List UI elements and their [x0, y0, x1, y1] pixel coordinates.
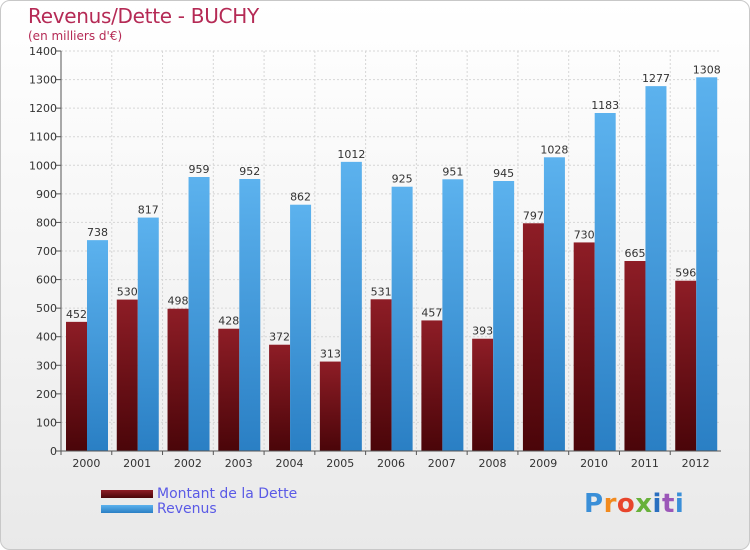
x-tick-label-2005: 2005	[326, 457, 354, 470]
x-tick-label-2007: 2007	[428, 457, 456, 470]
bar-debt-2000	[66, 321, 87, 451]
y-tick-label-300: 300	[36, 359, 57, 372]
bar-revenue-2006	[391, 186, 413, 451]
data-label-debt-2008: 393	[472, 325, 493, 338]
legend-swatch-revenue	[101, 504, 153, 513]
data-label-debt-2005: 313	[320, 348, 341, 361]
bar-debt-2006	[370, 299, 392, 451]
data-label-debt-2002: 498	[168, 295, 189, 308]
x-tick-label-2002: 2002	[174, 457, 202, 470]
chart-title: Revenus/Dette - BUCHY	[28, 4, 259, 28]
x-tick-label-2004: 2004	[275, 457, 303, 470]
bar-revenue-2000	[87, 240, 108, 451]
data-label-debt-2007: 457	[421, 306, 442, 319]
bar-debt-2003	[218, 328, 240, 451]
bar-debt-2009	[522, 223, 544, 451]
bar-debt-2004	[269, 344, 291, 451]
data-label-revenue-2006: 925	[392, 173, 413, 186]
data-label-revenue-2000: 738	[87, 226, 108, 239]
bar-revenue-2012	[696, 77, 718, 452]
data-label-debt-2012: 596	[675, 267, 696, 280]
bar-revenue-2011	[645, 86, 667, 452]
x-tick-label-2000: 2000	[72, 457, 100, 470]
data-label-revenue-2001: 817	[138, 204, 159, 217]
y-tick-label-100: 100	[36, 416, 57, 429]
data-label-debt-2001: 530	[117, 286, 138, 299]
data-label-revenue-2003: 952	[239, 165, 260, 178]
data-label-debt-2004: 372	[269, 331, 290, 344]
y-tick-label-1000: 1000	[29, 159, 57, 172]
y-tick-label-0: 0	[50, 445, 57, 458]
bar-revenue-2003	[239, 179, 261, 451]
y-tick-label-500: 500	[36, 302, 57, 315]
data-label-revenue-2010: 1183	[591, 99, 619, 112]
bar-revenue-2002	[188, 177, 210, 451]
x-tick-label-2001: 2001	[123, 457, 151, 470]
legend-item-revenue: Revenus	[101, 500, 297, 517]
y-tick-label-900: 900	[36, 188, 57, 201]
bar-debt-2011	[624, 261, 646, 451]
x-tick-label-2008: 2008	[479, 457, 507, 470]
x-tick-label-2003: 2003	[225, 457, 253, 470]
data-labels: 452 738 530 817 498 959 428 952 372 862 313 1012 531…	[66, 63, 721, 360]
legend-label-revenue: Revenus	[157, 500, 217, 517]
y-tick-label-1300: 1300	[29, 74, 57, 87]
bar-debt-2007	[421, 320, 443, 451]
data-label-debt-2011: 665	[624, 247, 645, 260]
data-label-revenue-2012: 1308	[693, 63, 721, 76]
bar-revenue-2010	[594, 113, 616, 451]
bar-revenue-2007	[442, 179, 464, 452]
data-label-debt-2006: 531	[371, 285, 392, 298]
chart-subtitle: (en milliers d'€)	[28, 29, 123, 43]
proxiti-logo: Proxiti	[584, 489, 685, 519]
data-label-revenue-2002: 959	[189, 163, 210, 176]
y-tick-label-1100: 1100	[29, 131, 57, 144]
data-label-revenue-2008: 945	[493, 167, 514, 180]
legend-label-debt: Montant de la Dette	[157, 485, 298, 502]
data-label-revenue-2009: 1028	[540, 143, 568, 156]
bar-debt-2001	[116, 299, 138, 451]
data-label-revenue-2011: 1277	[642, 72, 670, 85]
legend-item-debt: Montant de la Dette	[101, 485, 298, 502]
data-label-revenue-2007: 951	[442, 165, 463, 178]
data-label-debt-2000: 452	[66, 308, 87, 321]
bar-debt-2010	[573, 242, 595, 451]
data-label-debt-2003: 428	[218, 315, 239, 328]
x-tick-label-2009: 2009	[529, 457, 557, 470]
y-tick-label-1400: 1400	[29, 45, 57, 58]
bar-revenue-2005	[340, 161, 362, 451]
x-tick-label-2011: 2011	[631, 457, 659, 470]
data-label-revenue-2005: 1012	[337, 148, 365, 161]
y-tick-label-1200: 1200	[29, 102, 57, 115]
x-tick-label-2006: 2006	[377, 457, 405, 470]
y-tick-label-600: 600	[36, 274, 57, 287]
x-tick-label-2010: 2010	[580, 457, 608, 470]
bar-debt-2002	[167, 308, 189, 451]
bar-debt-2005	[319, 361, 341, 451]
legend-swatch-debt	[101, 489, 153, 498]
bar-revenue-2009	[543, 157, 565, 452]
bar-revenue-2004	[290, 204, 312, 451]
axes: 0 100 200 300 400 500 600 700 800 900 1000 1100 1200…	[29, 45, 721, 470]
bar-revenue-2001	[137, 217, 159, 451]
data-label-debt-2009: 797	[523, 209, 544, 222]
legend: Montant de la Dette Revenus	[101, 485, 298, 517]
bar-debt-2008	[472, 338, 494, 451]
x-tick-label-2012: 2012	[682, 457, 710, 470]
y-tick-label-200: 200	[36, 388, 57, 401]
bar-revenue-2008	[493, 181, 515, 451]
data-label-revenue-2004: 862	[290, 191, 311, 204]
bar-debt-2012	[675, 280, 697, 451]
y-tick-label-800: 800	[36, 216, 57, 229]
bars	[66, 77, 718, 452]
y-tick-label-700: 700	[36, 245, 57, 258]
y-tick-label-400: 400	[36, 331, 57, 344]
data-label-debt-2010: 730	[574, 228, 595, 241]
